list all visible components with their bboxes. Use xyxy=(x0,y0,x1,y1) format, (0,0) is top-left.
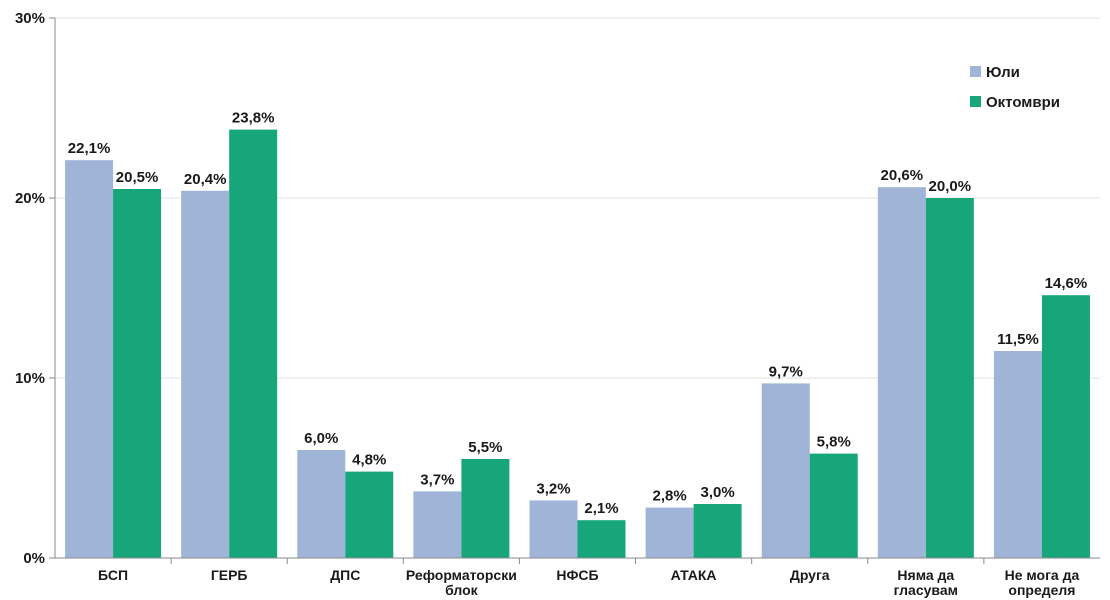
bars xyxy=(65,129,1090,559)
data-label: 4,8% xyxy=(352,452,386,469)
data-label: 5,5% xyxy=(468,439,502,456)
x-tick-label: определя xyxy=(1008,582,1075,598)
x-tick-label: НФСБ xyxy=(556,567,598,583)
data-label: 11,5% xyxy=(997,331,1039,348)
bar-series1 xyxy=(413,491,462,558)
data-label: 20,4% xyxy=(184,171,227,188)
y-tick-label: 0% xyxy=(23,550,45,567)
legend-swatch xyxy=(970,96,981,107)
y-tick-label: 20% xyxy=(15,190,45,207)
data-label: 6,0% xyxy=(304,430,338,447)
bar-series1 xyxy=(993,351,1042,558)
y-tick-label: 10% xyxy=(15,370,45,387)
x-tick-label: блок xyxy=(445,582,479,598)
data-label: 5,8% xyxy=(817,434,851,451)
data-label: 23,8% xyxy=(232,110,275,127)
x-tick-label: Друга xyxy=(790,567,830,583)
bar-series2 xyxy=(577,520,626,558)
x-tick-label: Няма да xyxy=(897,567,954,583)
bar-series2 xyxy=(925,198,974,558)
bar-series2 xyxy=(229,129,278,558)
data-label: 3,2% xyxy=(536,480,570,497)
data-label: 20,5% xyxy=(116,169,159,186)
data-label: 2,8% xyxy=(653,488,687,505)
x-tick-label: ДПС xyxy=(330,567,360,583)
y-axis: 0% 10% 20% 30% xyxy=(15,10,56,567)
bar-series1 xyxy=(529,500,578,558)
data-label: 3,7% xyxy=(420,471,454,488)
data-label: 3,0% xyxy=(701,484,735,501)
bar-series2 xyxy=(809,453,858,558)
bar-series1 xyxy=(761,383,810,558)
data-label: 22,1% xyxy=(68,140,111,157)
bar-series1 xyxy=(877,187,926,558)
data-label: 20,0% xyxy=(929,178,972,195)
bar-series2 xyxy=(345,471,394,558)
legend-label: Октомври xyxy=(986,94,1060,111)
bar-series2 xyxy=(113,189,162,558)
bar-series2 xyxy=(693,504,742,558)
data-label: 20,6% xyxy=(881,167,924,184)
x-tick-label: гласувам xyxy=(894,582,958,598)
x-tick-label: Не мога да xyxy=(1005,567,1080,583)
legend-swatch xyxy=(970,66,981,77)
data-label: 2,1% xyxy=(584,500,618,517)
bar-series1 xyxy=(65,160,114,558)
y-tick-label: 30% xyxy=(15,10,45,27)
bar-series1 xyxy=(645,507,694,558)
data-label: 14,6% xyxy=(1045,275,1088,292)
bar-series2 xyxy=(1041,295,1090,558)
legend: Юли Октомври xyxy=(970,64,1060,111)
bar-series2 xyxy=(461,459,510,558)
x-tick-label: Реформаторски xyxy=(406,567,517,583)
data-label: 9,7% xyxy=(769,363,803,380)
x-tick-label: АТАКА xyxy=(671,567,717,583)
legend-label: Юли xyxy=(986,64,1020,81)
x-tick-label: БСП xyxy=(98,567,128,583)
x-tick-label: ГЕРБ xyxy=(211,567,248,583)
bar-series1 xyxy=(297,450,346,558)
bar-series1 xyxy=(181,190,230,559)
data-labels: 22,1% 20,5% 20,4% 23,8% 6,0% 4,8% 3,7% 5,5% 3,2%… xyxy=(68,110,1087,518)
